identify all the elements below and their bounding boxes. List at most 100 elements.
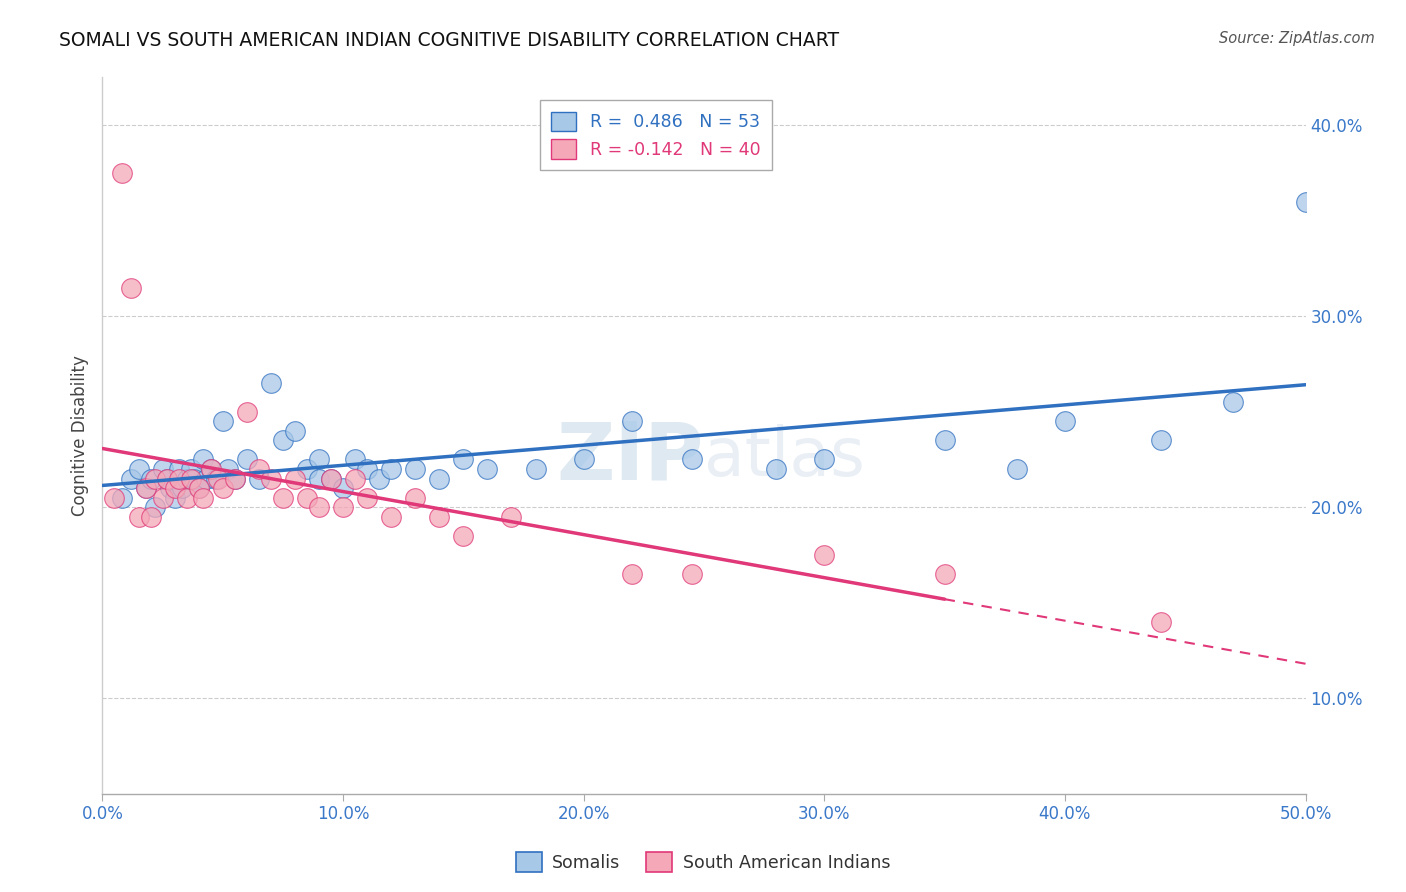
Point <box>260 376 283 390</box>
Point <box>501 509 523 524</box>
Text: atlas: atlas <box>704 424 865 490</box>
Point <box>152 462 174 476</box>
Point <box>170 481 193 495</box>
Point <box>156 471 179 485</box>
Point <box>524 462 547 476</box>
Text: SOMALI VS SOUTH AMERICAN INDIAN COGNITIVE DISABILITY CORRELATION CHART: SOMALI VS SOUTH AMERICAN INDIAN COGNITIV… <box>59 31 839 50</box>
Point <box>169 462 191 476</box>
Point <box>319 471 342 485</box>
Point <box>180 471 202 485</box>
Point <box>1005 462 1028 476</box>
Point <box>453 452 475 467</box>
Point <box>453 529 475 543</box>
Point <box>681 452 703 467</box>
Point <box>308 471 330 485</box>
Point <box>308 452 330 467</box>
Point <box>477 462 499 476</box>
Point <box>111 166 134 180</box>
Point <box>1150 615 1173 629</box>
Point <box>813 452 835 467</box>
Point <box>103 491 125 505</box>
Point <box>145 500 167 515</box>
Point <box>427 471 450 485</box>
Point <box>120 471 142 485</box>
Point <box>169 471 191 485</box>
Point <box>204 471 226 485</box>
Point <box>813 548 835 562</box>
Point <box>247 471 270 485</box>
Point <box>183 471 205 485</box>
Point <box>135 481 157 495</box>
Text: ZIP: ZIP <box>557 418 704 496</box>
Point <box>344 452 367 467</box>
Point <box>356 462 378 476</box>
Point <box>211 414 233 428</box>
Point <box>128 462 150 476</box>
Point <box>356 491 378 505</box>
Point <box>120 280 142 294</box>
Point <box>224 471 246 485</box>
Point <box>236 452 259 467</box>
Point <box>332 500 354 515</box>
Point <box>319 471 342 485</box>
Point <box>111 491 134 505</box>
Point <box>135 481 157 495</box>
Point <box>765 462 787 476</box>
Legend: Somalis, South American Indians: Somalis, South American Indians <box>509 845 897 879</box>
Point <box>200 462 222 476</box>
Point <box>572 452 595 467</box>
Point <box>380 509 402 524</box>
Point <box>271 434 294 448</box>
Point <box>344 471 367 485</box>
Point <box>1295 194 1317 209</box>
Point <box>295 491 318 505</box>
Point <box>404 491 426 505</box>
Point <box>332 481 354 495</box>
Point <box>163 491 186 505</box>
Point <box>145 471 167 485</box>
Point <box>236 405 259 419</box>
Point <box>193 452 215 467</box>
Point <box>224 471 246 485</box>
Point <box>620 414 643 428</box>
Point <box>156 471 179 485</box>
Point <box>194 471 217 485</box>
Point <box>308 500 330 515</box>
Point <box>139 471 162 485</box>
Point <box>211 481 233 495</box>
Point <box>187 481 209 495</box>
Point <box>934 434 956 448</box>
Point <box>187 481 209 495</box>
Point <box>163 481 186 495</box>
Point <box>295 462 318 476</box>
Point <box>260 471 283 485</box>
Point <box>176 471 198 485</box>
Y-axis label: Cognitive Disability: Cognitive Disability <box>72 355 89 516</box>
Text: Source: ZipAtlas.com: Source: ZipAtlas.com <box>1219 31 1375 46</box>
Point <box>681 567 703 582</box>
Point <box>217 462 239 476</box>
Point <box>139 509 162 524</box>
Legend: R =  0.486   N = 53, R = -0.142   N = 40: R = 0.486 N = 53, R = -0.142 N = 40 <box>540 100 772 170</box>
Point <box>128 509 150 524</box>
Point <box>934 567 956 582</box>
Point <box>200 462 222 476</box>
Point <box>180 462 202 476</box>
Point <box>1150 434 1173 448</box>
Point <box>404 462 426 476</box>
Point <box>152 491 174 505</box>
Point <box>620 567 643 582</box>
Point <box>247 462 270 476</box>
Point <box>1222 395 1244 409</box>
Point <box>159 481 181 495</box>
Point <box>284 471 307 485</box>
Point <box>193 491 215 505</box>
Point <box>427 509 450 524</box>
Point <box>284 424 307 438</box>
Point <box>380 462 402 476</box>
Point <box>176 491 198 505</box>
Point <box>1053 414 1076 428</box>
Point <box>368 471 391 485</box>
Point <box>271 491 294 505</box>
Point <box>207 471 229 485</box>
